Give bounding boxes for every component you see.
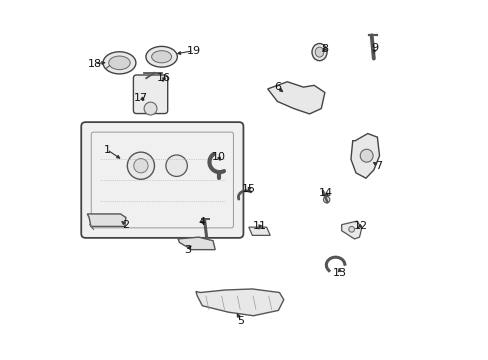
Text: 2: 2: [122, 220, 129, 230]
FancyBboxPatch shape: [133, 75, 167, 113]
Polygon shape: [248, 227, 270, 235]
Text: 18: 18: [87, 59, 102, 69]
Text: 19: 19: [186, 46, 201, 56]
Text: 10: 10: [211, 152, 225, 162]
Polygon shape: [196, 289, 283, 316]
Ellipse shape: [108, 56, 130, 69]
Circle shape: [144, 102, 157, 115]
Ellipse shape: [151, 51, 171, 63]
Ellipse shape: [315, 47, 323, 57]
Text: 13: 13: [332, 268, 346, 278]
Polygon shape: [178, 237, 215, 249]
Polygon shape: [267, 82, 324, 114]
Circle shape: [134, 158, 148, 173]
Text: 5: 5: [237, 316, 244, 326]
Text: 7: 7: [374, 161, 381, 171]
Ellipse shape: [145, 46, 177, 67]
Circle shape: [360, 149, 372, 162]
Text: 8: 8: [321, 44, 328, 54]
Text: 6: 6: [273, 82, 280, 92]
Polygon shape: [87, 214, 125, 226]
Ellipse shape: [103, 52, 136, 74]
Text: 17: 17: [134, 93, 148, 103]
Text: 16: 16: [157, 73, 171, 83]
Text: 9: 9: [370, 43, 378, 53]
Text: 4: 4: [199, 217, 205, 227]
Text: 3: 3: [183, 245, 190, 255]
Text: 14: 14: [318, 188, 332, 198]
Text: 15: 15: [242, 184, 256, 194]
Circle shape: [348, 226, 354, 232]
Polygon shape: [350, 134, 379, 178]
Polygon shape: [341, 221, 361, 239]
Circle shape: [323, 197, 329, 203]
Text: 1: 1: [103, 145, 110, 155]
Circle shape: [165, 155, 187, 176]
Ellipse shape: [311, 44, 326, 61]
FancyBboxPatch shape: [81, 122, 243, 238]
Circle shape: [127, 152, 154, 179]
Text: 11: 11: [252, 221, 266, 231]
Text: 12: 12: [353, 221, 367, 231]
